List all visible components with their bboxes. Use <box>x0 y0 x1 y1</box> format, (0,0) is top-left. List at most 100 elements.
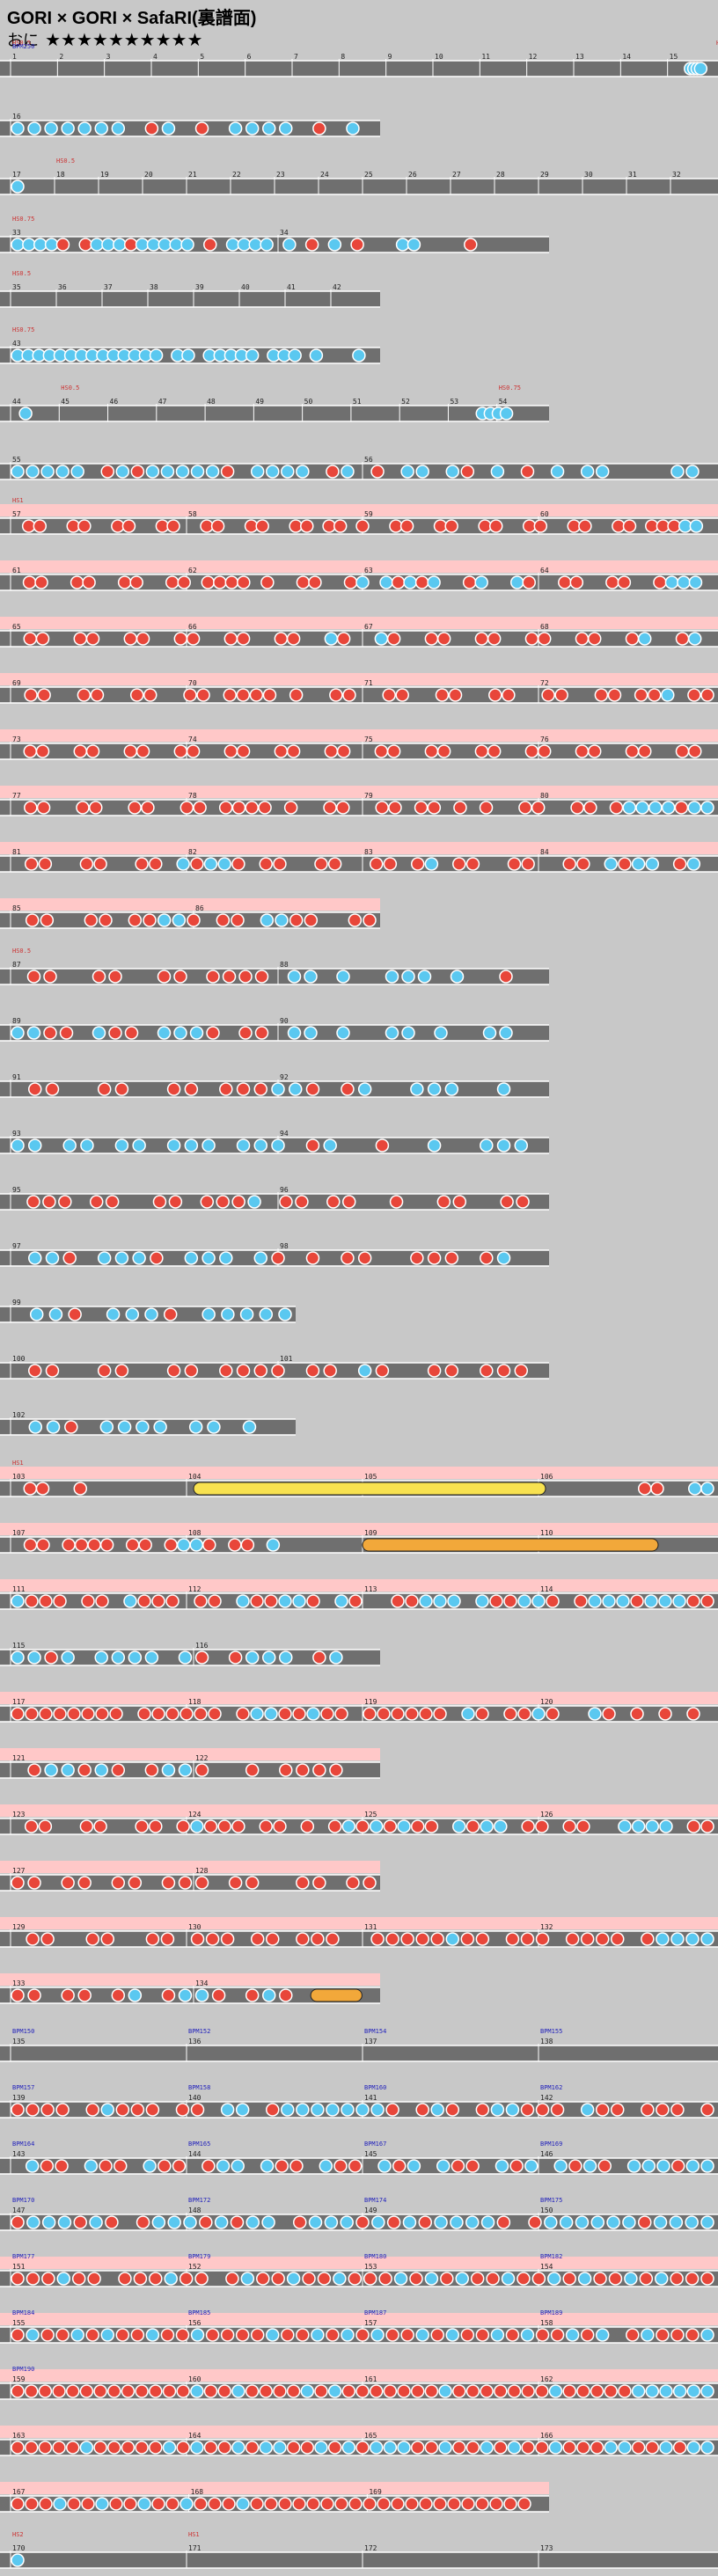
don-note <box>569 575 584 589</box>
ka-note <box>281 465 295 479</box>
don-note <box>137 1707 151 1721</box>
ka-note <box>48 1307 63 1321</box>
don-note <box>604 2384 618 2398</box>
don-note <box>496 1364 511 1378</box>
don-note <box>82 575 96 589</box>
ka-note <box>89 2215 103 2229</box>
ka-note <box>157 1026 172 1040</box>
measure-number: 104 <box>188 1473 201 1481</box>
ka-note <box>225 238 240 252</box>
don-note <box>641 1932 655 1946</box>
don-note <box>11 2103 25 2117</box>
don-note <box>580 2328 595 2342</box>
ka-note <box>631 1819 646 1833</box>
don-note <box>40 1932 55 1946</box>
don-note <box>499 970 513 984</box>
don-note <box>622 519 637 533</box>
measure-number: 142 <box>540 2094 553 2102</box>
measure-number: 96 <box>280 1186 289 1194</box>
ka-note <box>125 1307 140 1321</box>
don-note <box>99 913 113 927</box>
measure-number: 152 <box>188 2263 201 2271</box>
don-note <box>245 801 260 815</box>
don-note <box>312 121 326 135</box>
ka-note <box>235 2103 250 2117</box>
measure-number: 139 <box>12 2094 26 2102</box>
ka-note <box>27 1251 42 1265</box>
don-note <box>89 801 103 815</box>
ka-note <box>132 1138 146 1153</box>
ka-note <box>80 1138 94 1153</box>
measure-number: 154 <box>540 2263 553 2271</box>
don-note <box>11 2497 25 2511</box>
don-note <box>602 1707 616 1721</box>
don-note <box>273 857 287 871</box>
don-note <box>460 2328 475 2342</box>
ka-note <box>499 1026 513 1040</box>
ka-note <box>379 575 393 589</box>
don-note <box>228 1876 243 1890</box>
ka-note <box>496 1138 511 1153</box>
don-note <box>465 2441 480 2455</box>
don-note <box>228 1538 242 1552</box>
measure-number: 82 <box>188 848 197 856</box>
ka-note <box>260 238 274 252</box>
don-note <box>314 2384 328 2398</box>
don-note <box>123 632 138 646</box>
ka-note <box>499 406 514 421</box>
measure-number: 100 <box>12 1355 26 1363</box>
ka-note <box>327 2384 342 2398</box>
difficulty-stars: ★★★★★★★★★★ <box>45 29 203 50</box>
ka-note <box>403 575 417 589</box>
measure-number: 25 <box>364 171 373 179</box>
measure-number: 115 <box>12 1642 26 1650</box>
measure-number: 26 <box>408 171 417 179</box>
don-note <box>111 1763 126 1777</box>
measure-number: 93 <box>12 1130 21 1138</box>
ka-note <box>11 1138 25 1153</box>
don-note <box>326 1195 341 1209</box>
don-note <box>130 2328 145 2342</box>
don-note <box>333 2159 348 2173</box>
don-note <box>685 2272 700 2286</box>
don-note <box>383 857 398 871</box>
don-note <box>521 2441 535 2455</box>
ka-note <box>117 1420 132 1434</box>
ka-note <box>514 1138 529 1153</box>
don-note <box>460 465 475 479</box>
don-note <box>341 1082 355 1096</box>
don-note <box>395 688 409 702</box>
ka-note <box>231 2384 245 2398</box>
don-note <box>77 688 92 702</box>
don-note <box>558 575 572 589</box>
ka-note <box>509 575 524 589</box>
don-note <box>626 2328 640 2342</box>
ka-note <box>427 1138 442 1153</box>
don-note <box>410 857 425 871</box>
measure-number: 34 <box>280 229 289 237</box>
don-note <box>223 632 238 646</box>
ka-note <box>136 1420 150 1434</box>
measure-number: 40 <box>241 283 250 291</box>
don-note <box>40 2103 55 2117</box>
don-note <box>550 2103 565 2117</box>
ka-note <box>402 2215 417 2229</box>
don-note <box>81 1707 95 1721</box>
hs-marker: HS0.75 <box>12 326 34 333</box>
ka-note <box>401 1026 415 1040</box>
don-note <box>73 1482 88 1496</box>
don-note <box>488 519 503 533</box>
don-note <box>38 857 53 871</box>
bpm-marker: BPM187 <box>364 2309 386 2316</box>
ka-note <box>326 2103 340 2117</box>
ka-note <box>178 1988 193 2002</box>
ka-note <box>370 2103 385 2117</box>
don-note <box>77 1763 92 1777</box>
don-note <box>137 1594 151 1608</box>
ka-note <box>480 2441 494 2455</box>
don-note <box>700 1819 714 1833</box>
don-note <box>670 2159 685 2173</box>
ka-note <box>57 2215 72 2229</box>
ka-note <box>207 1420 221 1434</box>
don-note <box>265 1932 280 1946</box>
